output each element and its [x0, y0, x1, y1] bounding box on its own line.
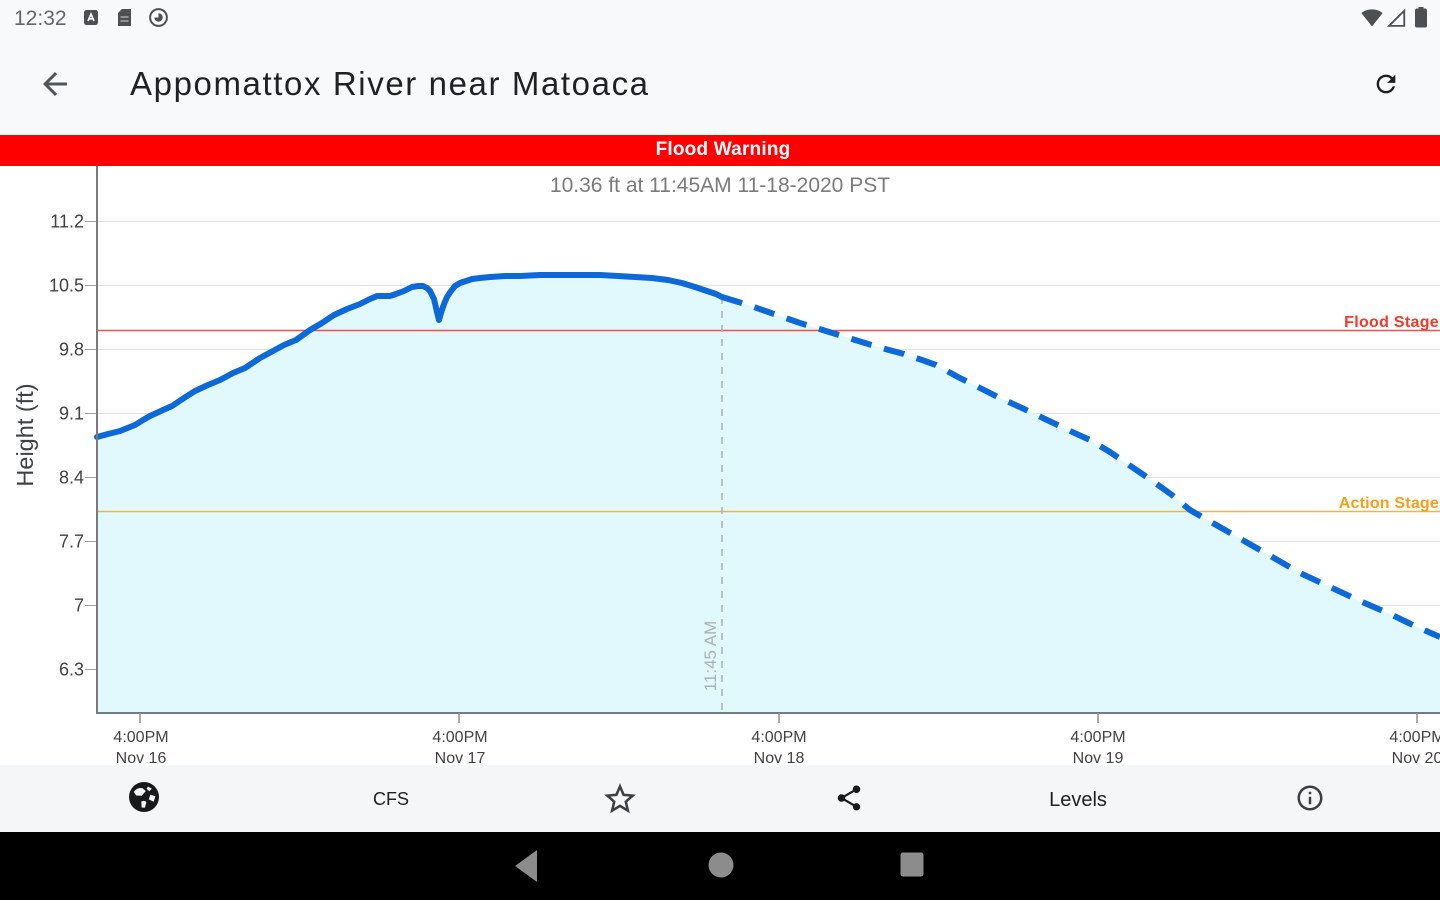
svg-text:Nov 19: Nov 19	[1073, 750, 1124, 765]
svg-text:9.1: 9.1	[59, 404, 84, 424]
svg-text:11.2: 11.2	[50, 212, 84, 232]
svg-text:Nov 16: Nov 16	[116, 750, 167, 765]
svg-text:7.7: 7.7	[59, 532, 84, 552]
svg-text:4:00PM: 4:00PM	[113, 729, 168, 746]
svg-text:8.4: 8.4	[59, 468, 84, 488]
svg-text:11:45 AM: 11:45 AM	[701, 621, 720, 692]
svg-text:10.5: 10.5	[49, 276, 84, 296]
svg-text:4:00PM: 4:00PM	[432, 729, 487, 746]
svg-text:4:00PM: 4:00PM	[1389, 729, 1440, 746]
svg-text:Nov 17: Nov 17	[435, 750, 486, 765]
svg-text:4:00PM: 4:00PM	[751, 729, 806, 746]
svg-text:7: 7	[74, 596, 84, 616]
svg-text:4:00PM: 4:00PM	[1070, 729, 1125, 746]
svg-text:Action Stage: Action Stage	[1339, 495, 1439, 512]
svg-text:Flood Stage: Flood Stage	[1344, 314, 1439, 331]
svg-text:9.8: 9.8	[59, 340, 84, 360]
svg-text:6.3: 6.3	[59, 660, 84, 680]
svg-text:Nov 18: Nov 18	[754, 750, 805, 765]
svg-text:Nov 20: Nov 20	[1392, 750, 1440, 765]
svg-text:Height (ft): Height (ft)	[12, 383, 38, 486]
